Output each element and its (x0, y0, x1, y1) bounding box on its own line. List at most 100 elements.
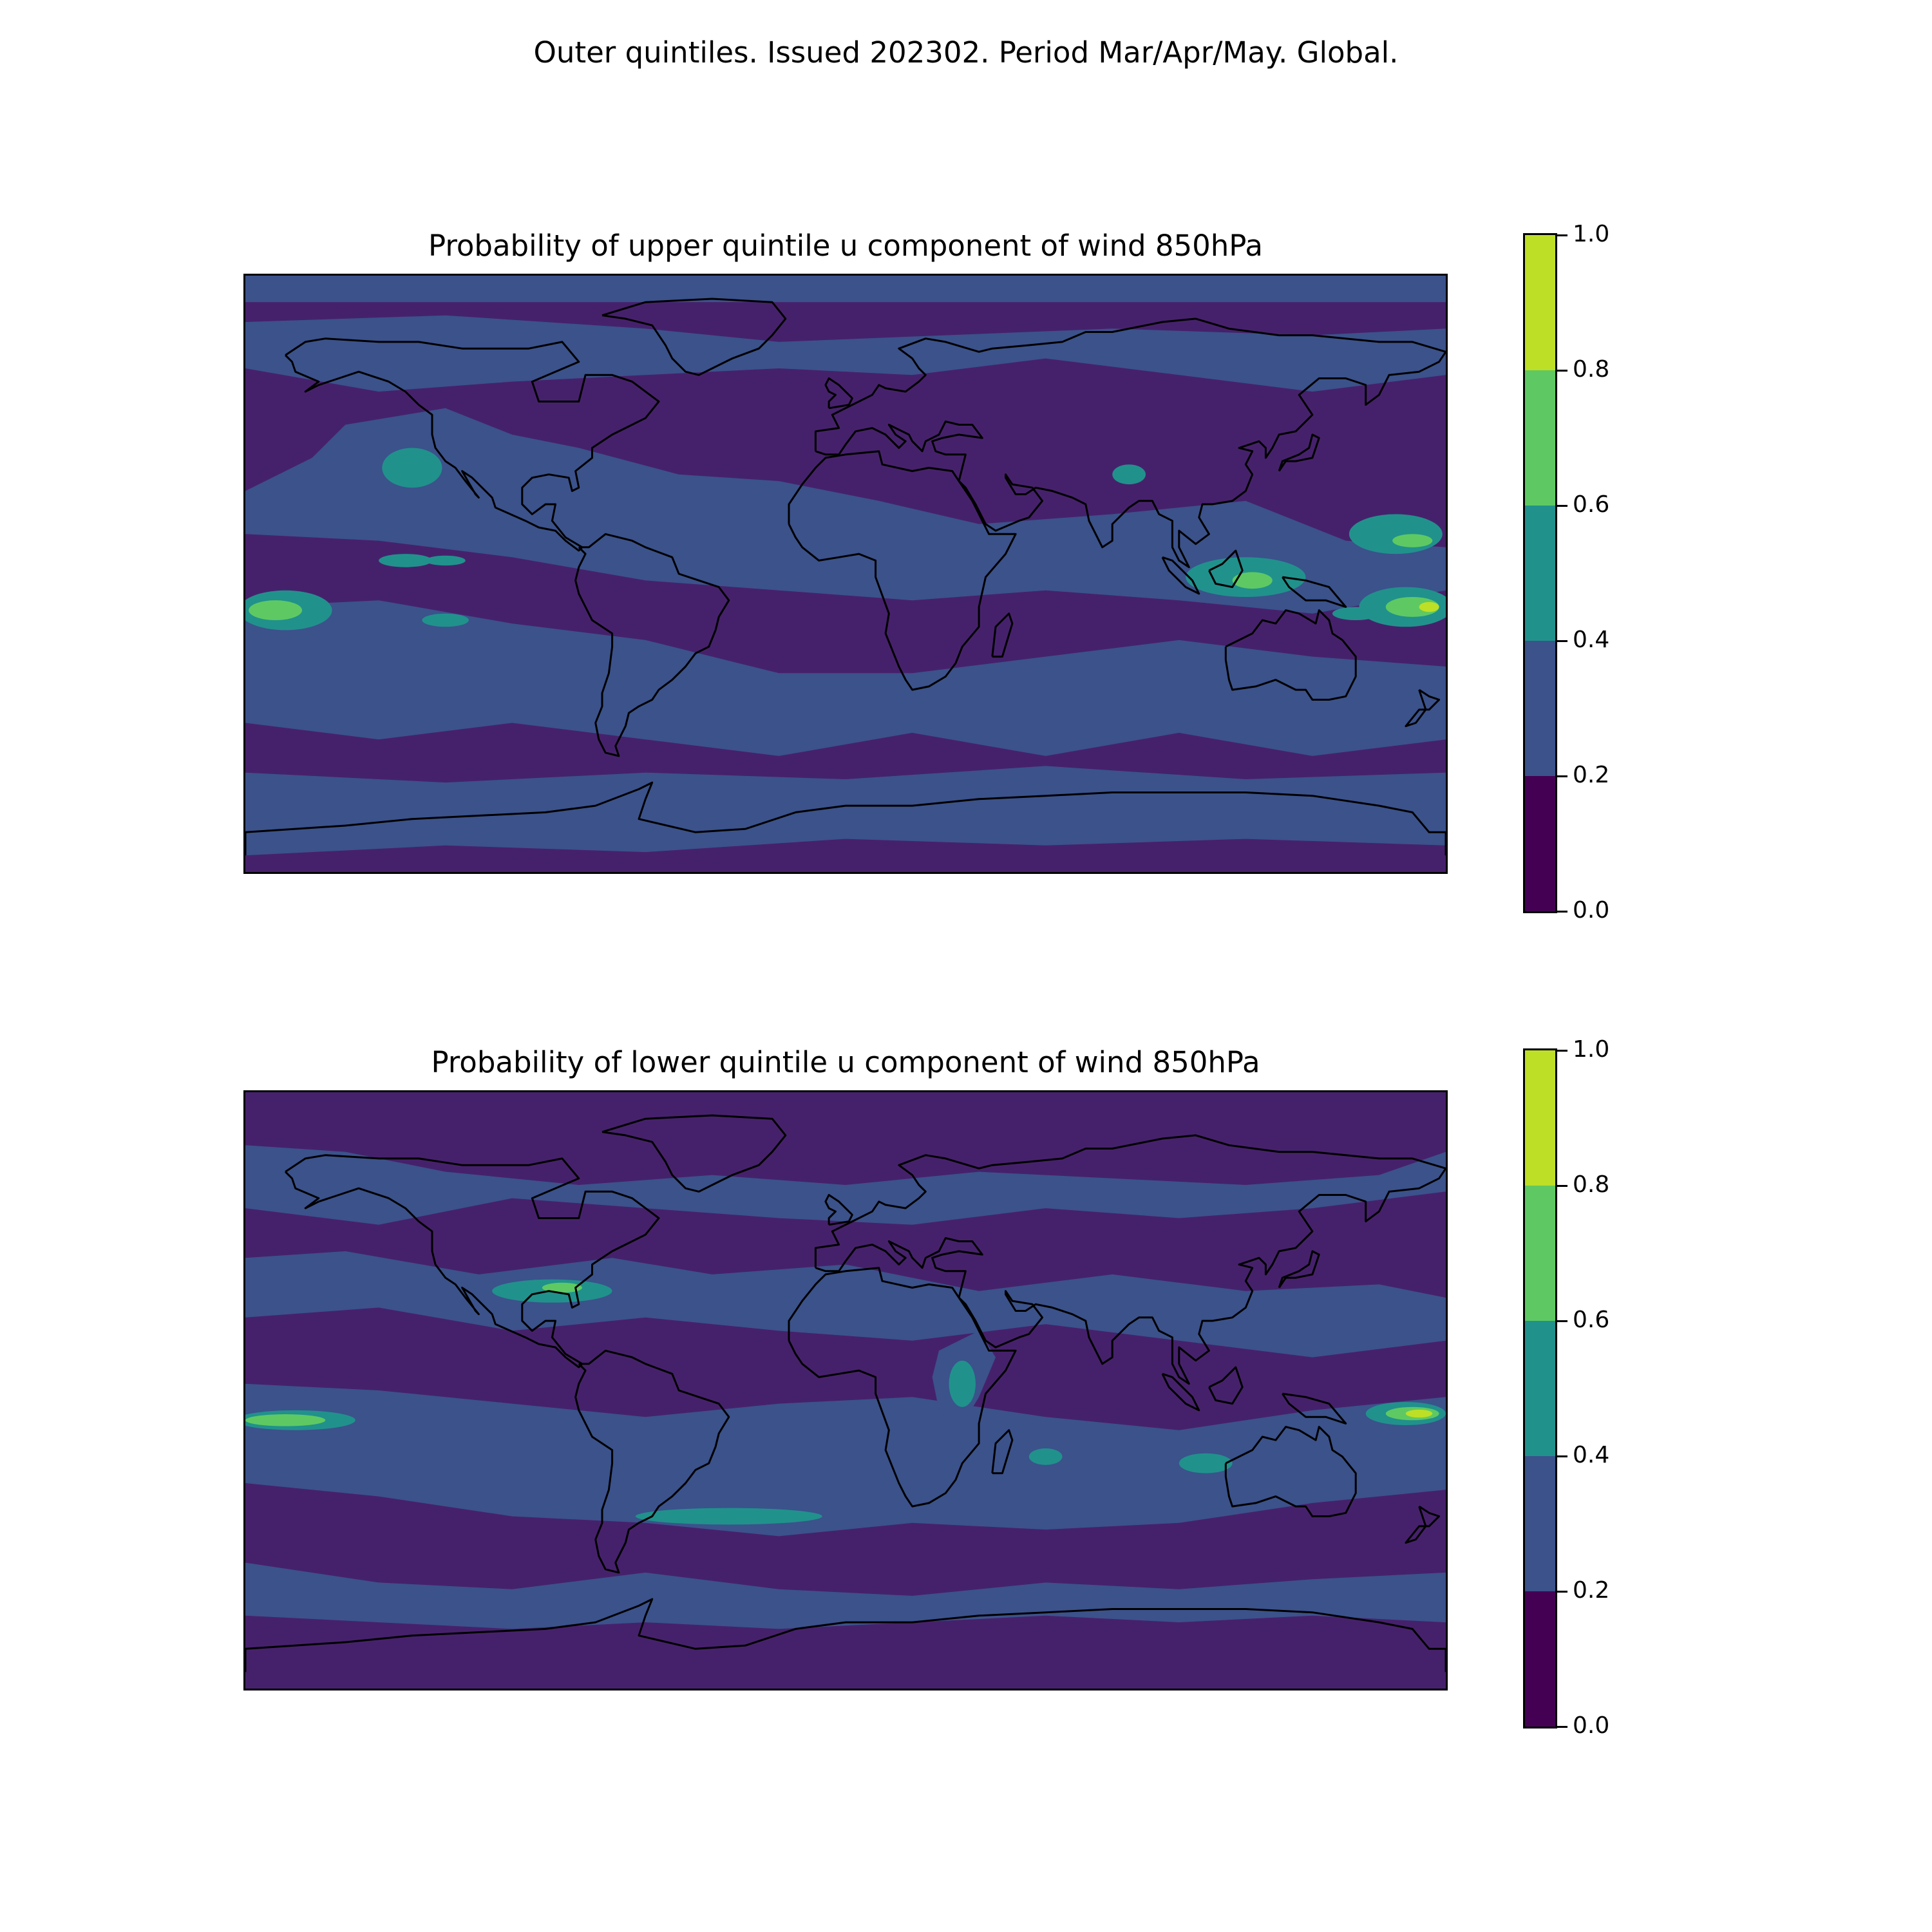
field-anomaly (542, 1282, 582, 1293)
coastline-southAmerica (574, 533, 730, 757)
coastline-nz (1405, 688, 1441, 728)
lower-colorbar: 0.0 0.2 0.4 0.6 0.8 1.0 (1523, 1038, 1609, 1738)
colorbar-tick (1557, 1185, 1567, 1187)
field-anomaly (425, 555, 466, 566)
field-band (245, 276, 1446, 303)
colorbar-segment (1525, 776, 1555, 911)
colorbar-segment (1525, 1591, 1555, 1727)
field-anomaly (949, 1360, 976, 1407)
field-contour (245, 1562, 1446, 1629)
coastline-greenland (601, 1114, 787, 1193)
coastline-australia (1224, 609, 1357, 701)
colorbar-tick (1557, 1726, 1567, 1728)
colorbar-segment (1525, 506, 1555, 641)
field-anomaly (1385, 597, 1439, 617)
colorbar-segment (1525, 370, 1555, 506)
colorbar-tick (1557, 640, 1567, 642)
lower-panel-title: Probability of lower quintile u componen… (431, 1045, 1260, 1079)
field-anomaly (1232, 572, 1273, 589)
coastline-nz (1405, 1505, 1441, 1544)
colorbar-tick (1557, 370, 1567, 372)
coastline-uk (824, 1194, 853, 1226)
coastline-japan (1278, 433, 1320, 472)
colorbar-segment (1525, 1186, 1555, 1321)
colorbar-tick-label: 0.6 (1573, 1307, 1610, 1333)
colorbar-segment (1525, 1050, 1555, 1186)
field-anomaly (422, 613, 469, 627)
coastline-sumatra (1161, 1372, 1200, 1412)
field-anomaly (379, 554, 432, 567)
field-anomaly (1332, 607, 1379, 621)
coastline-japan (1278, 1250, 1320, 1289)
colorbar-segment (1525, 1321, 1555, 1456)
colorbar-tick-label: 0.2 (1573, 762, 1610, 788)
coastline-newGuinea (1282, 576, 1347, 608)
colorbar-tick-label: 0.8 (1573, 1171, 1610, 1198)
colorbar-tick (1557, 1591, 1567, 1593)
coastline-antarctica (245, 781, 1446, 856)
colorbar-tick (1557, 1455, 1567, 1457)
field-anomaly (382, 448, 442, 488)
coastline-borneo (1208, 549, 1244, 589)
coastlines (245, 1114, 1446, 1672)
upper-panel-title: Probability of upper quintile u componen… (428, 229, 1263, 263)
coastlines (245, 298, 1446, 856)
colorbar-tick-label: 0.0 (1573, 897, 1610, 923)
coastline-southAmerica (574, 1349, 730, 1574)
field-anomaly (1349, 514, 1443, 554)
field-anomaly (1179, 1453, 1233, 1473)
coastline-madagascar (991, 1429, 1014, 1475)
colorbar-tick (1557, 505, 1567, 507)
colorbar-tick-label: 1.0 (1573, 221, 1610, 247)
coastline-eurasia (814, 317, 1446, 569)
field-contour (245, 600, 1446, 756)
field-contour (245, 766, 1446, 856)
field-anomaly (1405, 1409, 1433, 1418)
field-contour (245, 1383, 1446, 1537)
field-contour (245, 408, 1446, 614)
lower-quintile-map (243, 1090, 1448, 1690)
coastline-madagascar (991, 612, 1014, 658)
figure-suptitle: Outer quintiles. Issued 202302. Period M… (533, 35, 1399, 70)
coastline-northAmerica (285, 1154, 660, 1368)
field-contour (245, 315, 1446, 392)
coastline-australia (1224, 1426, 1357, 1517)
colorbar-segment (1525, 641, 1555, 776)
coastline-africa (788, 450, 1017, 691)
colorbar-tick-label: 0.2 (1573, 1577, 1610, 1604)
field-anomaly (1028, 1448, 1063, 1465)
colorbar-tick-label: 0.8 (1573, 356, 1610, 383)
colorbar-tick-label: 0.6 (1573, 491, 1610, 518)
upper-quintile-map (243, 274, 1448, 874)
field-anomaly (1112, 464, 1146, 485)
field-contour (245, 1251, 1446, 1358)
field-anomaly (249, 600, 303, 621)
colorbar-tick-label: 0.0 (1573, 1712, 1610, 1739)
coastline-africa (788, 1267, 1017, 1508)
coastline-greenland (601, 298, 787, 376)
field-anomaly (1392, 534, 1433, 547)
colorbar-tick-label: 0.4 (1573, 627, 1610, 653)
coastline-uk (824, 377, 853, 410)
field-anomaly (245, 1414, 326, 1426)
upper-colorbar: 0.0 0.2 0.4 0.6 0.8 1.0 (1523, 223, 1609, 922)
colorbar-tick (1557, 775, 1567, 777)
coastline-antarctica (245, 1598, 1446, 1672)
coastline-northAmerica (285, 337, 660, 552)
colorbar-segment (1525, 1456, 1555, 1591)
colorbar-tick (1557, 911, 1567, 913)
colorbar-tick-label: 0.4 (1573, 1442, 1610, 1468)
colorbar-tick (1557, 234, 1567, 236)
field-anomaly (1419, 601, 1439, 612)
field-contour (245, 1145, 1446, 1225)
colorbar-tick (1557, 1320, 1567, 1322)
colorbar-tick-label: 1.0 (1573, 1036, 1610, 1063)
coastline-eurasia (814, 1134, 1446, 1385)
colorbar-tick (1557, 1050, 1567, 1052)
coastline-sumatra (1161, 556, 1200, 595)
coastline-borneo (1208, 1366, 1244, 1405)
colorbar-segment (1525, 235, 1555, 370)
coastline-newGuinea (1282, 1392, 1347, 1425)
field-anomaly (635, 1508, 822, 1525)
